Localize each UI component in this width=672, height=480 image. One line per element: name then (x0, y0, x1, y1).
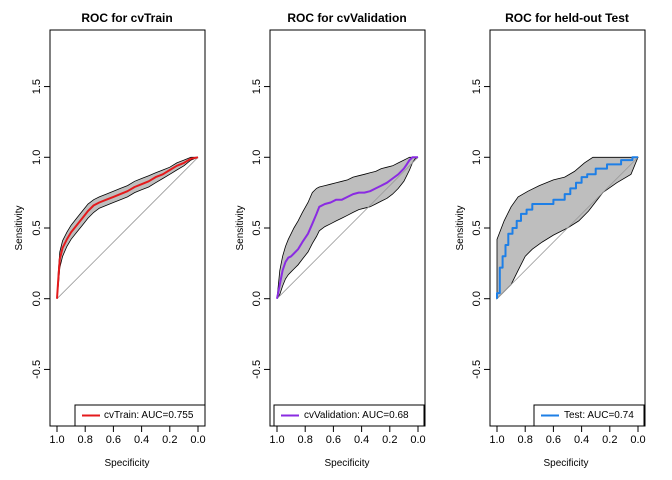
y-tick-label: 0.5 (31, 220, 43, 235)
y-tick-label: 0.0 (471, 291, 483, 306)
y-axis-title: Sensitivity (235, 205, 246, 250)
x-tick-label: 0.6 (326, 434, 341, 446)
roc-curve (56, 156, 199, 299)
legend-label: cvValidation: AUC=0.68 (304, 410, 409, 421)
x-tick-label: 0.8 (78, 434, 93, 446)
x-tick-label: 0.8 (518, 434, 533, 446)
roc-curve (276, 156, 418, 299)
x-tick-label: 1.0 (269, 434, 284, 446)
x-tick-label: 0.2 (602, 434, 617, 446)
panel-title: ROC for held-out Test (505, 11, 629, 25)
y-axis-title: Sensitivity (455, 205, 466, 250)
x-tick-label: 0.2 (382, 434, 397, 446)
chance-diagonal (496, 157, 639, 299)
chance-diagonal (56, 157, 199, 299)
y-tick-label: 0.0 (251, 291, 263, 306)
x-tick-label: 0.6 (106, 434, 121, 446)
x-tick-label: 0.0 (410, 434, 425, 446)
roc-panel-test: ROC for held-out Test Specificity Sensit… (455, 11, 646, 469)
x-tick-label: 0.4 (574, 434, 589, 446)
panel-title: ROC for cvTrain (81, 11, 172, 25)
y-tick-label: -0.5 (251, 360, 263, 379)
y-tick-label: 1.5 (31, 79, 43, 94)
roc-panel-train: ROC for cvTrain Specificity Sensitivity … (14, 11, 206, 469)
y-tick-label: 1.0 (31, 150, 43, 165)
x-tick-label: 1.0 (489, 434, 504, 446)
y-tick-label: 0.0 (31, 291, 43, 306)
x-axis-title: Specificity (324, 458, 369, 469)
legend-label: Test: AUC=0.74 (564, 410, 634, 421)
x-tick-label: 0.8 (298, 434, 313, 446)
panel-title: ROC for cvValidation (287, 11, 406, 25)
y-tick-label: 0.5 (251, 220, 263, 235)
x-axis-title: Specificity (543, 458, 588, 469)
y-tick-label: -0.5 (31, 360, 43, 379)
roc-curve (496, 156, 638, 299)
y-tick-label: -0.5 (471, 360, 483, 379)
x-tick-label: 0.2 (162, 434, 177, 446)
x-tick-label: 0.6 (546, 434, 561, 446)
x-tick-label: 0.4 (134, 434, 149, 446)
legend-label: cvTrain: AUC=0.755 (104, 410, 194, 421)
x-tick-label: 0.0 (190, 434, 205, 446)
x-tick-label: 1.0 (49, 434, 64, 446)
y-tick-label: 1.0 (251, 150, 263, 165)
x-axis-title: Specificity (104, 458, 149, 469)
x-tick-label: 0.0 (630, 434, 645, 446)
chance-diagonal (276, 157, 419, 299)
roc-panel-validation: ROC for cvValidation Specificity Sensiti… (235, 11, 426, 469)
y-axis-title: Sensitivity (14, 205, 25, 250)
y-tick-label: 1.5 (471, 79, 483, 94)
y-tick-label: 1.5 (251, 79, 263, 94)
y-tick-label: 1.0 (471, 150, 483, 165)
x-tick-label: 0.4 (354, 434, 369, 446)
y-tick-label: 0.5 (471, 220, 483, 235)
